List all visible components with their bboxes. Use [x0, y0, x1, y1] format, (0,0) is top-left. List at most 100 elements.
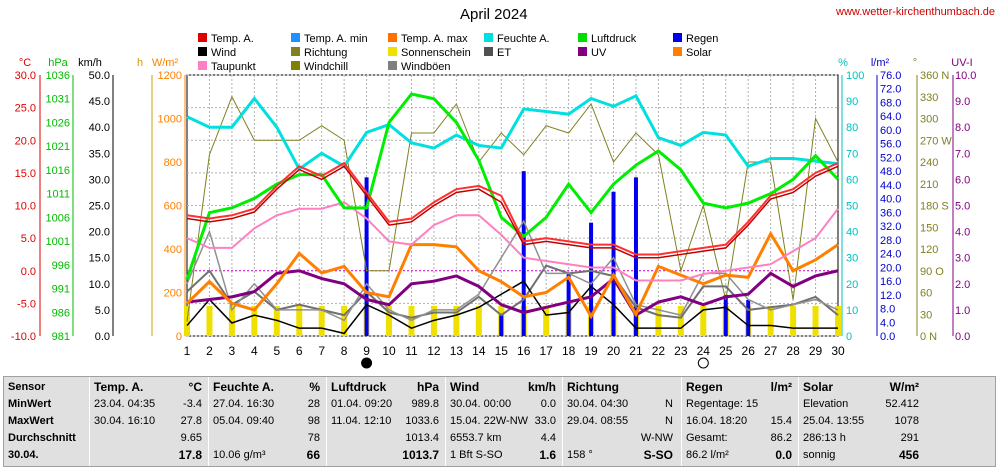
solar-tick: 400 [164, 244, 182, 256]
day-tick: 8 [341, 344, 348, 358]
legend-item: Taupunkt [211, 61, 256, 73]
sunshine-bar [543, 306, 550, 336]
rain-tick: 56.0 [880, 139, 901, 151]
uv-tick: 9.0 [955, 96, 970, 108]
pressure-tick: 1006 [46, 212, 70, 224]
direction-tick: 120 [920, 244, 938, 256]
direction-header: Richtung [567, 380, 619, 394]
rain-tick: 44.0 [880, 180, 901, 192]
humidity-min-time: 27.04. 16:30 [213, 398, 275, 410]
wind-distance: 6553.7 km [450, 432, 502, 444]
legend-swatch [198, 61, 207, 70]
legend-item: Wind [211, 47, 236, 59]
humidity-tick: 50 [846, 201, 858, 213]
direction-tick: 0 N [920, 331, 937, 343]
pressure-min-time: 01.04. 09:20 [331, 398, 393, 410]
sunshine-bar [655, 306, 662, 336]
day-tick: 28 [786, 344, 800, 358]
rain-tick: 4.0 [880, 317, 895, 329]
rain-bar [633, 177, 638, 336]
temp-tick: 30.0 [15, 70, 36, 82]
wind-header: Wind [450, 380, 480, 394]
day-tick: 15 [495, 344, 509, 358]
wind-max-val: 33.0 [534, 415, 556, 427]
rain-tick: 20.0 [880, 262, 901, 274]
day-tick: 26 [742, 344, 756, 358]
humidity-min-val: 28 [307, 398, 320, 410]
stats-direction: Richtung 30.04. 04:30 N 29.04. 08:55 N W-N… [563, 377, 682, 466]
humidity-tick: 90 [846, 96, 858, 108]
uv-tick: 2.0 [955, 279, 970, 291]
stats-sensor: Sensor MinWert MaxWert Durchschnitt 30.0… [4, 377, 90, 466]
wind-max-time: 15.04. 22W-NW [450, 415, 529, 427]
direction-tick: 210 [920, 179, 938, 191]
direction-min-time: 30.04. 04:30 [567, 398, 629, 410]
direction-tick: 270 W [920, 135, 952, 147]
legend-item: Luftdruck [591, 33, 637, 45]
humidity-max-time: 05.04. 09:40 [213, 415, 275, 427]
rain-bar [723, 294, 728, 336]
direction-tick: 300 [920, 114, 938, 126]
uv-tick: 6.0 [955, 174, 970, 186]
rain-unit: l/m² [770, 380, 792, 394]
direction-tick: 60 [920, 288, 932, 300]
rain-tick: 28.0 [880, 235, 901, 247]
direction-avg: W-NW [640, 432, 673, 444]
wind-tick: 45.0 [89, 96, 110, 108]
new-moon-icon [361, 357, 373, 369]
uv-tick: 10.0 [955, 70, 976, 82]
rain-tick: 32.0 [880, 221, 901, 233]
humidity-unit: % [309, 380, 320, 394]
rain-total-label: Gesamt: [686, 432, 728, 444]
rain-bar [566, 274, 571, 336]
temp-min-time: 23.04. 04:35 [94, 398, 156, 410]
wind-tick: 20.0 [89, 227, 110, 239]
humidity-avg: 78 [307, 432, 320, 444]
day-tick: 13 [450, 344, 464, 358]
pressure-tick: 1036 [46, 70, 70, 82]
legend-swatch [673, 33, 682, 42]
wind-tick: 40.0 [89, 122, 110, 134]
direction-tick: 180 S [920, 201, 949, 213]
rain-tick: 16.0 [880, 276, 901, 288]
legend-item: ET [497, 47, 511, 59]
day-tick: 25 [719, 344, 733, 358]
wind-tick: 25.0 [89, 201, 110, 213]
sensor-today: 30.04. [8, 449, 39, 461]
wind-tick: 10.0 [89, 279, 110, 291]
day-tick: 1 [184, 344, 191, 358]
temp-min-val: -3.4 [183, 398, 202, 410]
day-tick: 14 [472, 344, 486, 358]
uv-tick: 0.0 [955, 331, 970, 343]
stats-wind: Wind km/h 30.04. 00:00 0.0 15.04. 22W-NW 33… [446, 377, 563, 466]
wind-tick: 5.0 [95, 305, 110, 317]
temp-tick: 20.0 [15, 135, 36, 147]
direction-today-deg: 158 ° [567, 449, 593, 461]
pressure-tick: 996 [52, 260, 70, 272]
legend-swatch [291, 61, 300, 70]
wind-tick: 50.0 [89, 70, 110, 82]
sensor-avg: Durchschnitt [8, 432, 76, 444]
pressure-tick: 991 [52, 284, 70, 296]
humidity-tick: 20 [846, 279, 858, 291]
solar-elev: 52.412 [885, 398, 919, 410]
site-url[interactable]: www.wetter-kirchenthumbach.de [836, 6, 995, 18]
wind-avg: 4.4 [540, 432, 556, 444]
chart-title: April 2024 [460, 6, 528, 23]
uv-tick: 1.0 [955, 305, 970, 317]
uv-tick: 8.0 [955, 122, 970, 134]
direction-tick: 150 [920, 222, 938, 234]
rain-tick: 60.0 [880, 125, 901, 137]
legend-swatch [198, 33, 207, 42]
solar-tick: 1200 [158, 70, 182, 82]
legend-swatch [291, 47, 300, 56]
sunshine-bar [790, 306, 797, 336]
legend-item: Temp. A. max [401, 33, 468, 45]
temp-tick: 0.0 [21, 266, 36, 278]
temp-tick: 10.0 [15, 201, 36, 213]
solar-unit: W/m² [889, 380, 919, 394]
sunshine-bar [812, 306, 819, 336]
axis-unit: km/h [78, 57, 102, 69]
pressure-tick: 981 [52, 331, 70, 343]
rain-tick: 64.0 [880, 111, 901, 123]
